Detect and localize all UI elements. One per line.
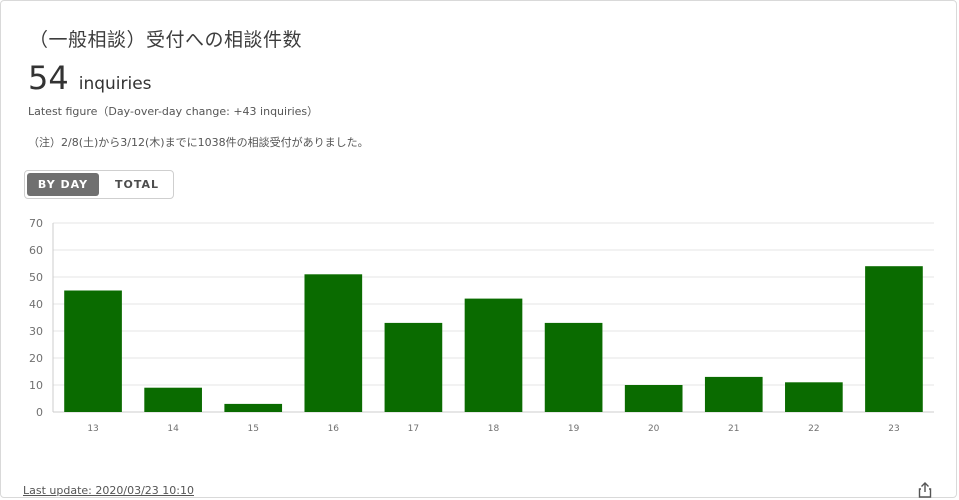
card-title: （一般相談）受付への相談件数 [29, 29, 303, 51]
bar-chart: 0 10 20 30 40 50 60 70 13 14 15 16 17 18 19 20 21 22 23 [29, 217, 934, 434]
x-tick-label: 14 [167, 424, 179, 434]
bar-23 [865, 266, 923, 412]
y-tick-label: 20 [29, 352, 43, 365]
x-tick-label: 23 [888, 424, 899, 434]
y-tick-label: 10 [29, 379, 43, 392]
bar-22 [785, 382, 843, 412]
x-tick-label: 19 [568, 424, 580, 434]
x-tick-label: 13 [87, 424, 98, 434]
latest-unit: inquiries [78, 74, 152, 94]
x-tick-label: 20 [648, 424, 660, 434]
bar-16 [304, 274, 363, 412]
bar-13 [64, 290, 122, 412]
bar-14 [144, 387, 202, 412]
bar-19 [544, 322, 603, 412]
x-tick-label: 16 [328, 424, 340, 434]
y-tick-label: 40 [29, 298, 43, 311]
total-button[interactable]: TOTAL [114, 178, 160, 191]
bar-17 [384, 322, 443, 412]
x-tick-label: 17 [408, 424, 419, 434]
bar-18 [464, 298, 523, 412]
x-tick-label: 21 [728, 424, 739, 434]
y-tick-label: 0 [36, 406, 43, 419]
data-type-toggle: BY DAY TOTAL [24, 170, 174, 199]
latest-value: 54 [28, 59, 69, 97]
y-tick-label: 70 [29, 217, 43, 230]
last-update-link[interactable]: Last update: 2020/03/23 10:10 [23, 484, 194, 497]
x-tick-label: 22 [808, 424, 819, 434]
x-tick-label: 15 [248, 424, 259, 434]
by-day-button[interactable]: BY DAY [27, 173, 99, 196]
latest-note: Latest figure（Day-over-day change: +43 i… [28, 105, 319, 118]
share-icon[interactable] [916, 481, 934, 499]
bar-15 [224, 403, 283, 412]
latest-value-row: 54 inquiries [28, 59, 152, 97]
y-tick-label: 60 [29, 244, 43, 257]
x-tick-label: 18 [488, 424, 500, 434]
footnote: （注）2/8(土)から3/12(木)までに1038件の相談受付がありました。 [28, 136, 369, 149]
bar-20 [624, 385, 683, 412]
bar-21 [704, 376, 763, 412]
y-tick-label: 30 [29, 325, 43, 338]
y-tick-label: 50 [29, 271, 43, 284]
